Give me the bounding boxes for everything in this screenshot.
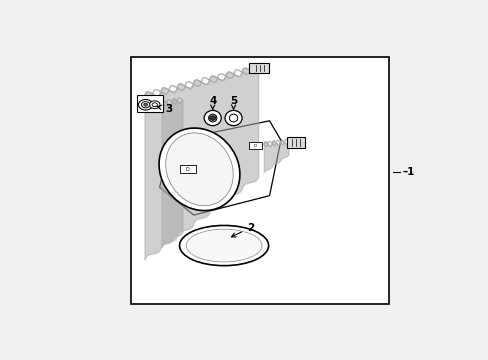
FancyBboxPatch shape [249, 63, 268, 73]
Ellipse shape [204, 111, 221, 126]
Circle shape [152, 103, 157, 107]
FancyBboxPatch shape [137, 95, 163, 112]
Text: 5: 5 [229, 96, 237, 109]
Text: 4: 4 [208, 96, 216, 109]
Ellipse shape [208, 114, 217, 122]
Ellipse shape [229, 114, 237, 122]
Circle shape [143, 103, 147, 106]
Text: D: D [253, 144, 257, 148]
Text: D: D [185, 167, 189, 172]
Text: 2: 2 [231, 222, 254, 237]
Ellipse shape [186, 229, 262, 262]
FancyBboxPatch shape [180, 166, 195, 173]
Circle shape [138, 99, 153, 110]
Bar [131, 57, 388, 304]
Circle shape [149, 101, 160, 109]
Ellipse shape [165, 133, 233, 206]
Text: –1: –1 [401, 167, 414, 177]
FancyBboxPatch shape [286, 137, 304, 148]
FancyBboxPatch shape [248, 143, 262, 149]
Ellipse shape [159, 128, 240, 211]
Circle shape [141, 102, 149, 108]
Circle shape [209, 116, 215, 120]
Ellipse shape [179, 225, 268, 266]
Text: 3: 3 [157, 104, 172, 114]
Ellipse shape [224, 111, 242, 126]
Polygon shape [159, 121, 280, 215]
